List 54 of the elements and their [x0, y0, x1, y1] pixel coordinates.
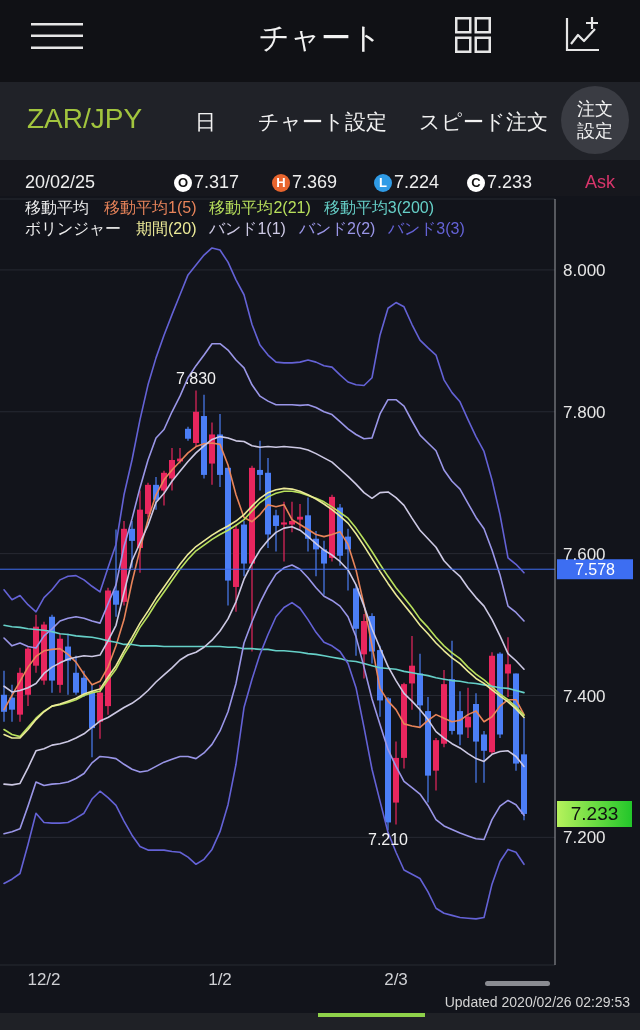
text: 7.233 — [557, 800, 632, 827]
candlestick — [289, 501, 295, 533]
line-series — [3, 247, 525, 613]
text: L — [374, 174, 392, 192]
text: O — [174, 174, 192, 192]
text: Updated 2020/02/26 02:29:53 — [444, 994, 630, 1010]
text: 7.317 — [194, 172, 240, 193]
text: スピード注文 — [419, 109, 548, 135]
candlestick — [273, 509, 279, 553]
text: バンド1(1) — [209, 219, 286, 239]
candlestick — [129, 520, 135, 569]
candlestick — [9, 684, 15, 723]
text: バンド2(2) — [298, 219, 376, 239]
candlestick — [257, 440, 263, 492]
text: 移動平均1(5) — [104, 198, 197, 218]
text: チャート設定 — [258, 109, 387, 135]
text: 注文設定 — [576, 98, 614, 142]
text: H — [272, 174, 290, 192]
text: 移動平均3(200) — [323, 198, 435, 218]
candlestick — [465, 687, 471, 739]
y-tick-label: 7.200 — [563, 828, 606, 848]
annotation: 移動平均 — [25, 198, 89, 218]
candlestick — [481, 730, 487, 784]
chart-title: チャート — [257, 20, 383, 56]
text: 7.224 — [394, 172, 440, 193]
text: 日 — [195, 109, 216, 135]
text: バンド3(3) — [388, 219, 465, 239]
candlestick — [321, 540, 327, 596]
candlestick — [457, 690, 463, 746]
ref-line-label: 7.578 — [574, 561, 616, 579]
text: Ask — [585, 172, 616, 193]
text: 7.233 — [487, 172, 533, 193]
x-tick-label: 1/2 — [208, 970, 232, 989]
candlestick — [297, 503, 303, 530]
line-series — [3, 624, 525, 694]
candlestick — [505, 636, 511, 698]
text: 7.369 — [292, 172, 338, 193]
y-tick-label: 7.600 — [563, 544, 606, 564]
text: 期間(20) — [136, 219, 197, 239]
line-series — [3, 342, 525, 649]
text: 20/02/25 — [25, 172, 96, 193]
y-tick-label: 8.000 — [563, 260, 606, 280]
y-tick-label: 7.400 — [563, 686, 606, 706]
candlestick — [281, 501, 287, 563]
candlestick — [113, 528, 119, 618]
text: C — [467, 174, 485, 192]
x-tick-label: 2/3 — [384, 970, 408, 989]
y-tick-label: 7.800 — [563, 402, 606, 422]
candlestick — [73, 655, 79, 696]
x-tick-label: 12/2 — [27, 970, 61, 989]
text: 移動平均2(21) — [209, 198, 311, 218]
line-series — [3, 601, 525, 920]
annotation: ボリンジャー — [25, 219, 121, 239]
chart-subtitle: ZAR/JPY — [27, 103, 143, 135]
